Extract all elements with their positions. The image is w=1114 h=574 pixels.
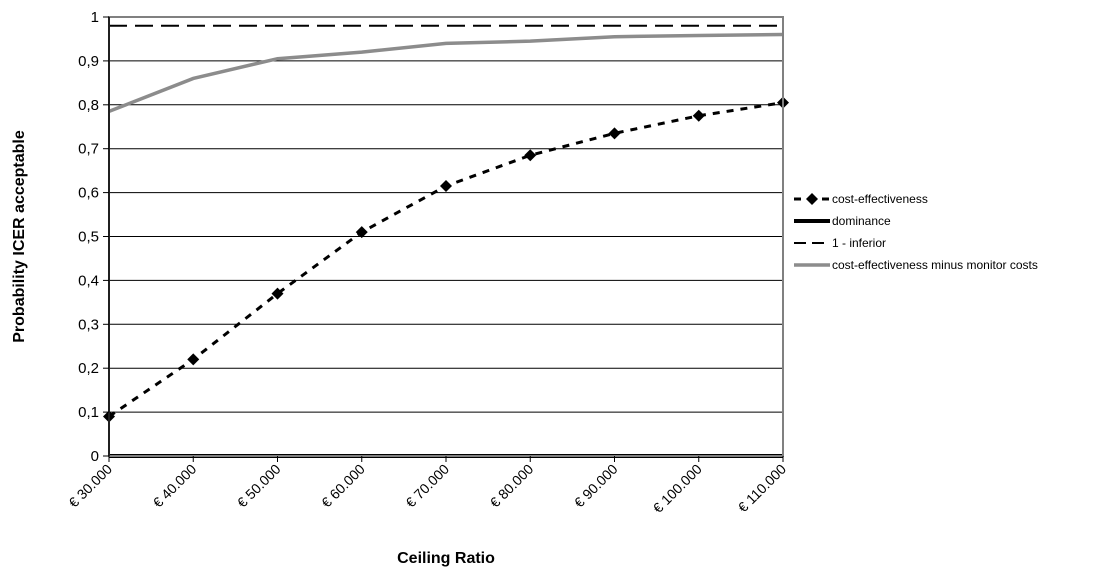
gridlines xyxy=(109,60,783,413)
y-tick-label: 1 xyxy=(91,9,99,26)
data-point xyxy=(440,180,452,193)
legend: cost-effectiveness dominance 1 - inferior c… xyxy=(794,192,1038,272)
legend-marker xyxy=(806,193,818,205)
y-tick-label: 0,8 xyxy=(78,97,99,114)
y-tick-label: 0,3 xyxy=(78,316,99,333)
x-tick-label: € 80.000 xyxy=(487,461,537,511)
y-tick-label: 0,9 xyxy=(78,53,99,70)
data-point xyxy=(524,149,537,162)
legend-label: 1 - inferior xyxy=(832,236,886,250)
y-tick-label: 0,5 xyxy=(78,229,99,246)
y-tick-label: 0,2 xyxy=(78,360,99,377)
x-tick-label: € 30.000 xyxy=(65,461,115,511)
x-tick-label: € 60.000 xyxy=(318,461,368,511)
x-tick-label: € 110.000 xyxy=(734,461,789,516)
x-axis-title: Ceiling Ratio xyxy=(397,550,495,567)
y-axis-title: Probability ICER acceptable xyxy=(11,130,28,343)
series-line-3 xyxy=(108,32,784,114)
data-point xyxy=(692,109,705,122)
y-tick-label: 0,1 xyxy=(78,404,99,421)
x-tick-label: € 70.000 xyxy=(402,461,452,511)
y-tick-label: 0,6 xyxy=(78,185,99,202)
x-tick-label: € 90.000 xyxy=(571,461,621,511)
data-point xyxy=(271,287,284,300)
legend-label: dominance xyxy=(832,214,891,228)
series-line-0 xyxy=(108,101,784,418)
series-lines xyxy=(103,24,789,458)
legend-label: cost-effectiveness minus monitor costs xyxy=(832,258,1038,272)
y-tick-label: 0,7 xyxy=(78,141,99,158)
x-tick-label: € 50.000 xyxy=(234,461,284,511)
y-tick-label: 0 xyxy=(91,448,99,465)
legend-label: cost-effectiveness xyxy=(832,192,928,206)
x-tick-label: € 100.000 xyxy=(650,461,706,517)
data-point xyxy=(187,353,200,366)
data-point xyxy=(355,226,368,239)
x-tick-label: € 40.000 xyxy=(150,461,200,511)
y-tick-label: 0,4 xyxy=(78,272,99,289)
data-point xyxy=(608,127,621,140)
